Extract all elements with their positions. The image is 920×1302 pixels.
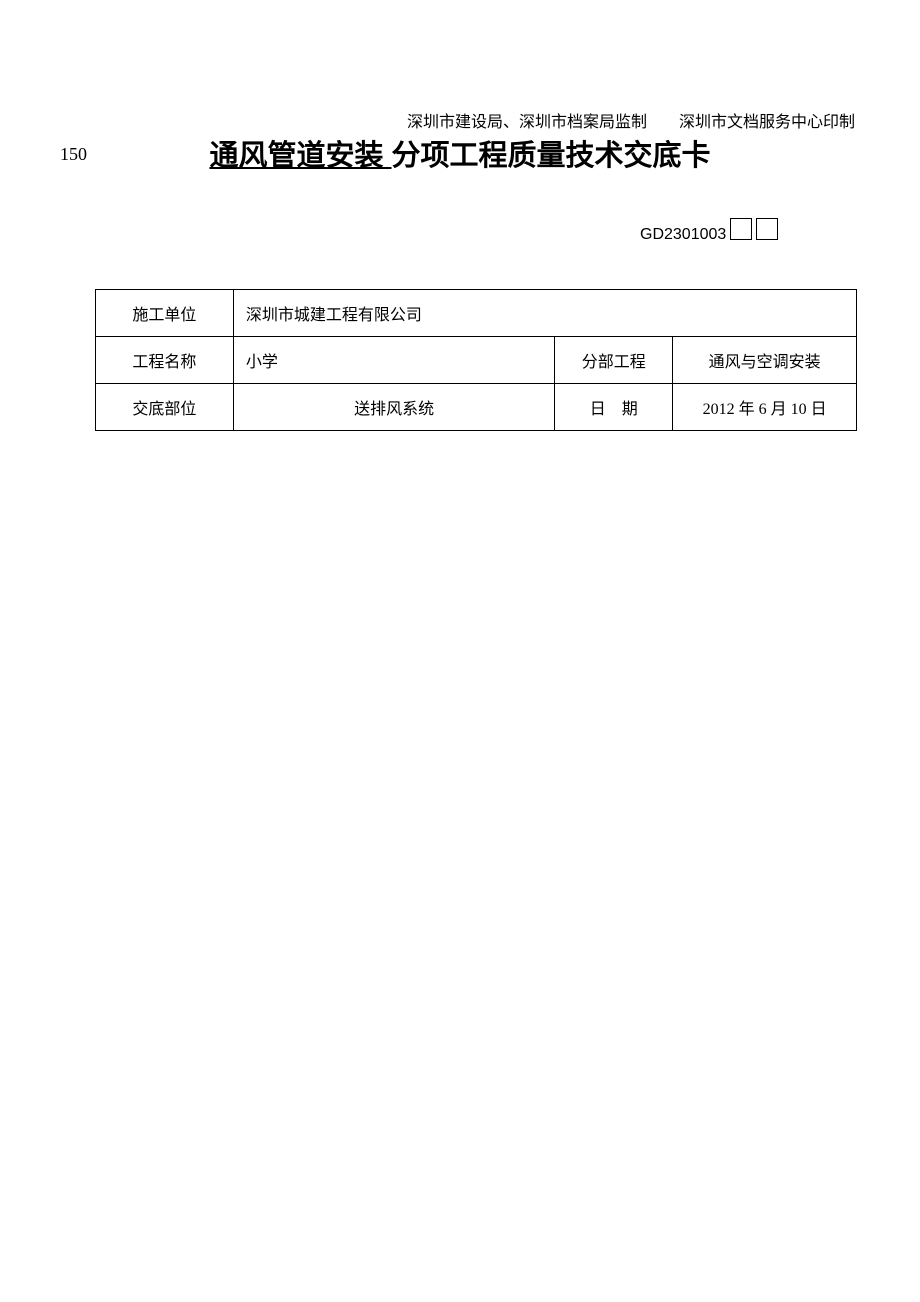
title-rest-part: 分项工程质量技术交底卡 [392, 140, 711, 172]
value-project-name: 小学 [233, 337, 555, 384]
label-date: 日 期 [555, 384, 673, 431]
table-row: 施工单位 深圳市城建工程有限公司 [96, 290, 857, 337]
checkbox-1[interactable] [730, 218, 752, 240]
form-code: GD2301003 [640, 226, 726, 244]
document-title: 通风管道安装 分项工程质量技术交底卡 [0, 132, 920, 174]
label-subproject: 分部工程 [555, 337, 673, 384]
info-table: 施工单位 深圳市城建工程有限公司 工程名称 小学 分部工程 通风与空调安装 交底… [95, 289, 857, 431]
checkbox-2[interactable] [756, 218, 778, 240]
value-construction-unit: 深圳市城建工程有限公司 [233, 290, 856, 337]
value-date: 2012 年 6 月 10 日 [673, 384, 857, 431]
header-printer: 深圳市文档服务中心印制 [679, 114, 855, 131]
label-construction-unit: 施工单位 [96, 290, 234, 337]
form-code-section: GD2301003 [640, 224, 778, 246]
label-project-name: 工程名称 [96, 337, 234, 384]
header-supervisor: 深圳市建设局、深圳市档案局监制 [407, 114, 647, 131]
value-disclosure-part: 送排风系统 [233, 384, 555, 431]
title-underlined-part: 通风管道安装 [209, 140, 391, 172]
label-disclosure-part: 交底部位 [96, 384, 234, 431]
value-subproject: 通风与空调安装 [673, 337, 857, 384]
table-row: 交底部位 送排风系统 日 期 2012 年 6 月 10 日 [96, 384, 857, 431]
table-row: 工程名称 小学 分部工程 通风与空调安装 [96, 337, 857, 384]
header-supervisor-printer: 深圳市建设局、深圳市档案局监制 深圳市文档服务中心印制 [407, 108, 855, 132]
